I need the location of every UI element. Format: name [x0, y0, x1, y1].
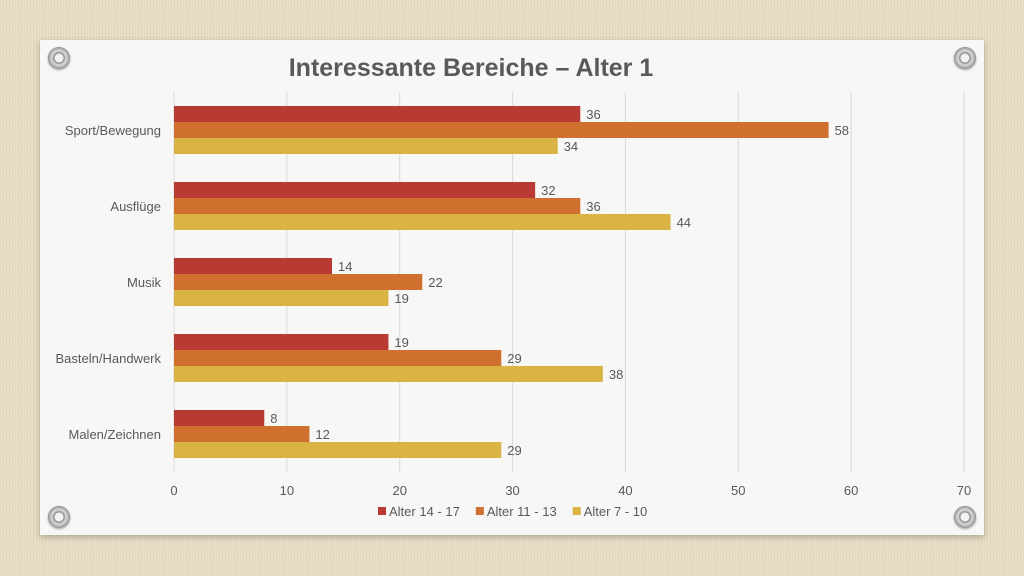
data-label: 34: [564, 139, 578, 154]
data-labels: 36 58 34 32 36 44 14 22 19 19 29 38 8 12 29: [270, 107, 849, 458]
bar: [174, 258, 332, 274]
data-label: 36: [586, 199, 600, 214]
legend-label: Alter 11 - 13: [487, 504, 557, 519]
legend: Alter 14 - 17 Alter 11 - 13 Alter 7 - 10: [378, 504, 647, 519]
category-label: Sport/Bewegung: [65, 123, 161, 138]
legend-swatch: [572, 507, 581, 515]
bar: [174, 350, 502, 366]
data-label: 12: [315, 427, 329, 442]
bar: [174, 366, 603, 382]
bolt-top-right-icon: [954, 47, 976, 69]
data-label: 29: [507, 443, 521, 458]
data-label: 32: [541, 183, 555, 198]
data-label: 44: [677, 215, 691, 230]
x-tick-label: 50: [731, 483, 745, 498]
legend-swatch: [378, 507, 386, 515]
bolt-bottom-left-icon: [48, 506, 70, 528]
data-label: 29: [507, 351, 521, 366]
bar: [174, 122, 829, 138]
data-label: 14: [338, 259, 352, 274]
bar: [174, 442, 502, 458]
x-tick-label: 70: [957, 483, 971, 498]
bolt-top-left-icon: [48, 47, 70, 69]
data-label: 19: [394, 291, 408, 306]
data-label: 38: [609, 367, 623, 382]
x-tick-label: 40: [618, 483, 632, 498]
category-label: Malen/Zeichnen: [69, 427, 162, 442]
data-label: 19: [394, 335, 408, 350]
x-tick-label: 10: [280, 483, 294, 498]
bar: [174, 198, 581, 214]
bar: [174, 106, 581, 122]
category-label: Musik: [127, 275, 161, 290]
category-label: Basteln/Handwerk: [56, 351, 162, 366]
data-label: 36: [586, 107, 600, 122]
chart-title: Interessante Bereiche – Alter 1: [289, 54, 654, 82]
category-labels: Sport/Bewegung Ausflüge Musik Basteln/Handw…: [56, 123, 162, 442]
bolt-bottom-right-icon: [954, 506, 976, 528]
data-label: 58: [835, 123, 849, 138]
bar: [174, 426, 310, 442]
x-tick-label: 60: [844, 483, 858, 498]
bar: [174, 274, 423, 290]
bar: [174, 290, 389, 306]
x-tick-label: 30: [505, 483, 519, 498]
bars: [174, 106, 829, 458]
bar: [174, 334, 389, 350]
bar: [174, 214, 671, 230]
x-tick-label: 0: [170, 483, 177, 498]
bar: [174, 410, 265, 426]
x-tick-labels: 0 10 20 30 40 50 60 70: [170, 483, 971, 498]
data-label: 8: [270, 411, 277, 426]
bar: [174, 182, 536, 198]
legend-label: Alter 14 - 17: [389, 504, 460, 519]
bar: [174, 138, 558, 154]
data-label: 22: [428, 275, 442, 290]
legend-swatch: [475, 507, 484, 515]
x-tick-label: 20: [392, 483, 406, 498]
category-label: Ausflüge: [110, 199, 161, 214]
legend-label: Alter 7 - 10: [584, 504, 648, 519]
